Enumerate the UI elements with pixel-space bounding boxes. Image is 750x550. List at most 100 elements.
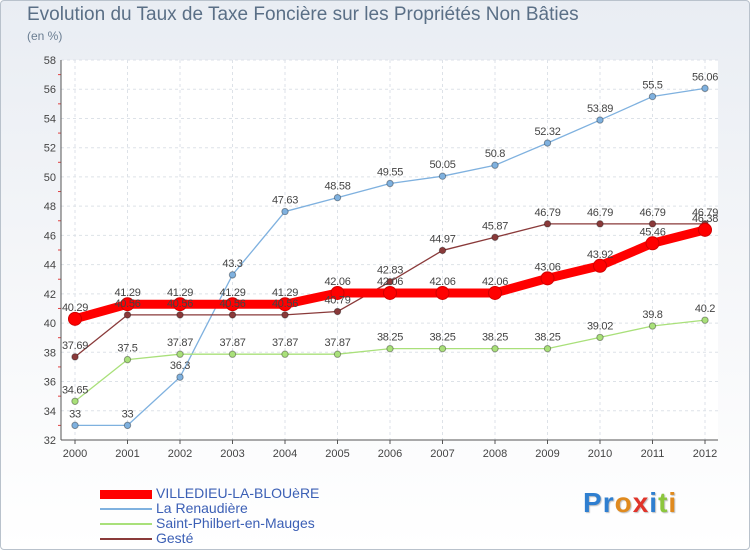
data-label: 50.05 — [429, 159, 455, 171]
logo-letter: x — [632, 487, 650, 518]
legend-item: VILLEDIEU-LA-BLOUèRE — [100, 485, 400, 501]
x-tick-label: 2008 — [483, 448, 507, 460]
data-label: 37.87 — [324, 337, 350, 349]
x-tick-label: 2006 — [378, 448, 402, 460]
x-tick-label: 2004 — [273, 448, 297, 460]
data-label: 38.25 — [534, 332, 560, 344]
data-point — [386, 179, 394, 188]
y-tick-label: 36 — [44, 377, 56, 389]
data-label: 49.55 — [377, 167, 403, 179]
data-label: 33 — [122, 408, 134, 420]
data-point — [698, 222, 712, 237]
legend-swatch — [100, 523, 152, 525]
data-label: 46.79 — [692, 207, 718, 219]
data-point — [701, 316, 709, 324]
legend-swatch — [100, 489, 152, 499]
x-tick-label: 2009 — [535, 448, 559, 460]
y-tick-label: 52 — [44, 143, 56, 155]
data-label: 40.56 — [219, 298, 245, 310]
data-label: 37.5 — [117, 343, 137, 355]
data-point — [281, 350, 289, 358]
data-label: 41.29 — [114, 287, 140, 299]
data-label: 48.58 — [324, 181, 350, 193]
data-point — [176, 373, 184, 381]
data-point — [491, 344, 499, 353]
plot-area — [61, 60, 718, 440]
y-tick-label: 46 — [44, 230, 56, 242]
y-tick-label: 58 — [44, 55, 56, 67]
data-label: 42.06 — [377, 276, 403, 288]
data-label: 37.87 — [219, 337, 245, 349]
data-point — [648, 92, 657, 101]
data-label: 53.89 — [587, 103, 613, 115]
data-point — [593, 258, 607, 273]
data-label: 38.25 — [377, 332, 403, 344]
data-point — [228, 350, 237, 358]
x-tick-label: 2001 — [115, 448, 139, 460]
data-label: 45.46 — [639, 226, 665, 238]
data-point — [488, 285, 502, 300]
y-tick-label: 56 — [44, 84, 56, 96]
legend-label: VILLEDIEU-LA-BLOUèRE — [156, 485, 320, 501]
data-point — [438, 246, 447, 255]
logo-letter: t — [658, 487, 669, 518]
legend-swatch — [100, 508, 152, 510]
data-point — [333, 193, 342, 202]
data-point — [386, 278, 394, 286]
data-point — [596, 116, 604, 124]
data-point — [123, 355, 132, 364]
data-point — [176, 350, 184, 358]
y-tick-label: 42 — [44, 289, 56, 301]
logo-letter: i — [668, 487, 678, 518]
y-unit-label: (en %) — [27, 29, 63, 43]
data-label: 40.56 — [272, 298, 298, 310]
data-point — [333, 307, 342, 316]
x-tick-label: 2002 — [168, 448, 192, 460]
data-point — [120, 297, 135, 312]
data-label: 55.5 — [642, 80, 662, 92]
data-point — [596, 333, 604, 342]
data-point — [281, 311, 289, 319]
logo-letter: P — [583, 487, 603, 518]
data-label: 44.97 — [429, 233, 455, 245]
x-tick-label: 2010 — [588, 448, 612, 460]
y-tick-label: 32 — [44, 435, 56, 447]
data-label: 36.3 — [170, 360, 190, 372]
data-point — [333, 350, 342, 358]
data-point — [278, 297, 292, 312]
legend-item: Saint-Philbert-en-Mauges — [100, 515, 400, 531]
data-label: 41.29 — [219, 287, 245, 299]
proxiti-logo: Proxiti — [583, 487, 677, 519]
data-point — [71, 353, 79, 361]
data-point — [281, 207, 289, 216]
data-label: 45.87 — [482, 220, 508, 232]
data-label: 43.92 — [587, 249, 613, 261]
logo-letter: r — [602, 487, 615, 518]
data-point — [596, 220, 604, 228]
data-point — [701, 84, 709, 93]
data-point — [225, 297, 240, 312]
data-label: 46.79 — [639, 207, 665, 219]
data-label: 42.06 — [429, 276, 455, 288]
data-label: 43.3 — [222, 258, 242, 270]
data-point — [383, 285, 397, 300]
y-tick-label: 40 — [44, 318, 56, 330]
data-label: 56.06 — [692, 71, 718, 83]
data-label: 46.38 — [692, 213, 718, 225]
data-point — [68, 311, 82, 326]
data-point — [438, 344, 447, 353]
data-point — [330, 285, 345, 300]
chart-title: Evolution du Taux de Taxe Foncière sur l… — [27, 4, 579, 25]
data-point — [438, 172, 447, 180]
data-label: 40.56 — [114, 298, 140, 310]
legend-label: Saint-Philbert-en-Mauges — [156, 515, 315, 531]
data-point — [543, 344, 552, 353]
data-label: 40.29 — [62, 302, 88, 314]
y-tick-label: 38 — [44, 347, 56, 359]
data-label: 41.29 — [167, 287, 193, 299]
data-label: 37.87 — [272, 337, 298, 349]
data-point — [123, 311, 132, 319]
y-tick-label: 50 — [44, 172, 56, 184]
legend-label: La Renaudière — [156, 500, 248, 516]
